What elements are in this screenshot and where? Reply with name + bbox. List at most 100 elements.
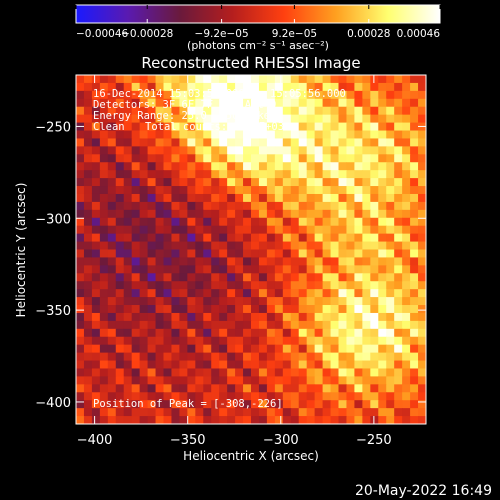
x-tick-label: −350: [170, 433, 206, 448]
y-tick-label: −300: [35, 212, 71, 227]
heatmap-cell: [322, 138, 332, 147]
heatmap-cell: [290, 201, 300, 211]
heatmap-cell: [91, 170, 101, 179]
heatmap-cell: [211, 336, 220, 346]
heatmap-cell: [402, 257, 411, 266]
heatmap-cell: [314, 384, 324, 393]
heatmap-cell: [298, 138, 308, 147]
heatmap-cell: [155, 312, 165, 322]
heatmap-cell: [235, 408, 244, 417]
heatmap-cell: [282, 82, 292, 92]
heatmap-cell: [155, 75, 165, 84]
heatmap-cell: [410, 344, 419, 354]
heatmap-cell: [378, 209, 387, 219]
heatmap-cell: [147, 408, 157, 417]
heatmap-cell: [282, 408, 292, 417]
heatmap-cell: [227, 122, 236, 132]
heatmap-cell: [266, 352, 276, 362]
heatmap-cell: [203, 416, 212, 424]
heatmap-cell: [139, 209, 149, 219]
heatmap-cell: [290, 170, 300, 179]
heatmap-cell: [139, 249, 149, 259]
heatmap-cell: [131, 193, 141, 203]
heatmap-cell: [251, 154, 260, 163]
heatmap-cell: [418, 130, 426, 140]
heatmap-cell: [251, 392, 260, 401]
heatmap-cell: [76, 281, 85, 290]
heatmap-cell: [76, 344, 85, 354]
heatmap-cell: [274, 328, 284, 338]
heatmap-cell: [219, 312, 228, 322]
heatmap-cell: [402, 416, 411, 424]
heatmap-cell: [155, 233, 165, 243]
heatmap-cell: [306, 312, 316, 322]
heatmap-cell: [235, 336, 244, 346]
heatmap-cell: [219, 392, 228, 401]
heatmap-cell: [83, 297, 93, 306]
heatmap-cell: [163, 217, 173, 227]
heatmap-cell: [370, 297, 379, 306]
heatmap-cell: [386, 368, 395, 378]
heatmap-cell: [410, 138, 419, 147]
heatmap-cell: [83, 98, 93, 108]
heatmap-cell: [354, 75, 363, 84]
heatmap-cell: [203, 201, 212, 211]
heatmap-cell: [394, 241, 403, 251]
heatmap-cell: [362, 281, 371, 290]
heatmap-cell: [203, 281, 212, 290]
heatmap-cell: [131, 400, 141, 409]
heatmap-cell: [370, 217, 379, 227]
heatmap-cell: [179, 336, 188, 346]
heatmap-cell: [91, 408, 101, 417]
heatmap-cell: [378, 130, 387, 140]
heatmap-cell: [203, 106, 212, 116]
heatmap-cell: [99, 312, 109, 322]
heatmap-cell: [266, 305, 276, 314]
heatmap-cell: [346, 201, 356, 211]
heatmap-cell: [123, 312, 133, 322]
heatmap-cell: [362, 186, 371, 195]
heatmap-cell: [378, 312, 387, 322]
heatmap-cell: [402, 400, 411, 409]
heatmap-cell: [99, 273, 109, 282]
heatmap-cell: [362, 360, 371, 370]
heatmap-cell: [195, 217, 204, 227]
heatmap-cell: [123, 241, 133, 251]
heatmap-cell: [386, 416, 395, 424]
heatmap-cell: [386, 352, 395, 362]
heatmap-cell: [418, 138, 426, 147]
heatmap-cell: [402, 392, 411, 401]
heatmap-cell: [346, 193, 356, 203]
heatmap-cell: [330, 281, 340, 290]
heatmap-cell: [306, 368, 316, 378]
heatmap-cell: [195, 130, 204, 140]
heatmap-cell: [402, 320, 411, 330]
heatmap-cell: [147, 328, 157, 338]
heatmap-cell: [203, 297, 212, 306]
heatmap-cell: [139, 130, 149, 140]
heatmap-cell: [243, 106, 252, 116]
heatmap-cell: [298, 416, 308, 424]
heatmap-cell: [362, 154, 371, 163]
heatmap-cell: [418, 336, 426, 346]
heatmap-cell: [314, 90, 324, 100]
heatmap-cell: [338, 312, 348, 322]
heatmap-cell: [243, 193, 252, 203]
heatmap-cell: [266, 82, 276, 92]
heatmap-cell: [211, 328, 220, 338]
heatmap-cell: [378, 384, 387, 393]
heatmap-cell: [179, 281, 188, 290]
heatmap-cell: [235, 130, 244, 140]
heatmap-cell: [386, 114, 395, 124]
heatmap-cell: [282, 186, 292, 195]
heatmap-cell: [107, 170, 117, 179]
heatmap-cell: [83, 170, 93, 179]
heatmap-cell: [402, 186, 411, 195]
heatmap-cell: [362, 408, 371, 417]
heatmap-image: [76, 75, 426, 424]
heatmap-cell: [211, 201, 220, 211]
heatmap-cell: [274, 122, 284, 132]
heatmap-cell: [76, 225, 85, 235]
heatmap-cell: [155, 265, 165, 274]
heatmap-cell: [386, 265, 395, 274]
